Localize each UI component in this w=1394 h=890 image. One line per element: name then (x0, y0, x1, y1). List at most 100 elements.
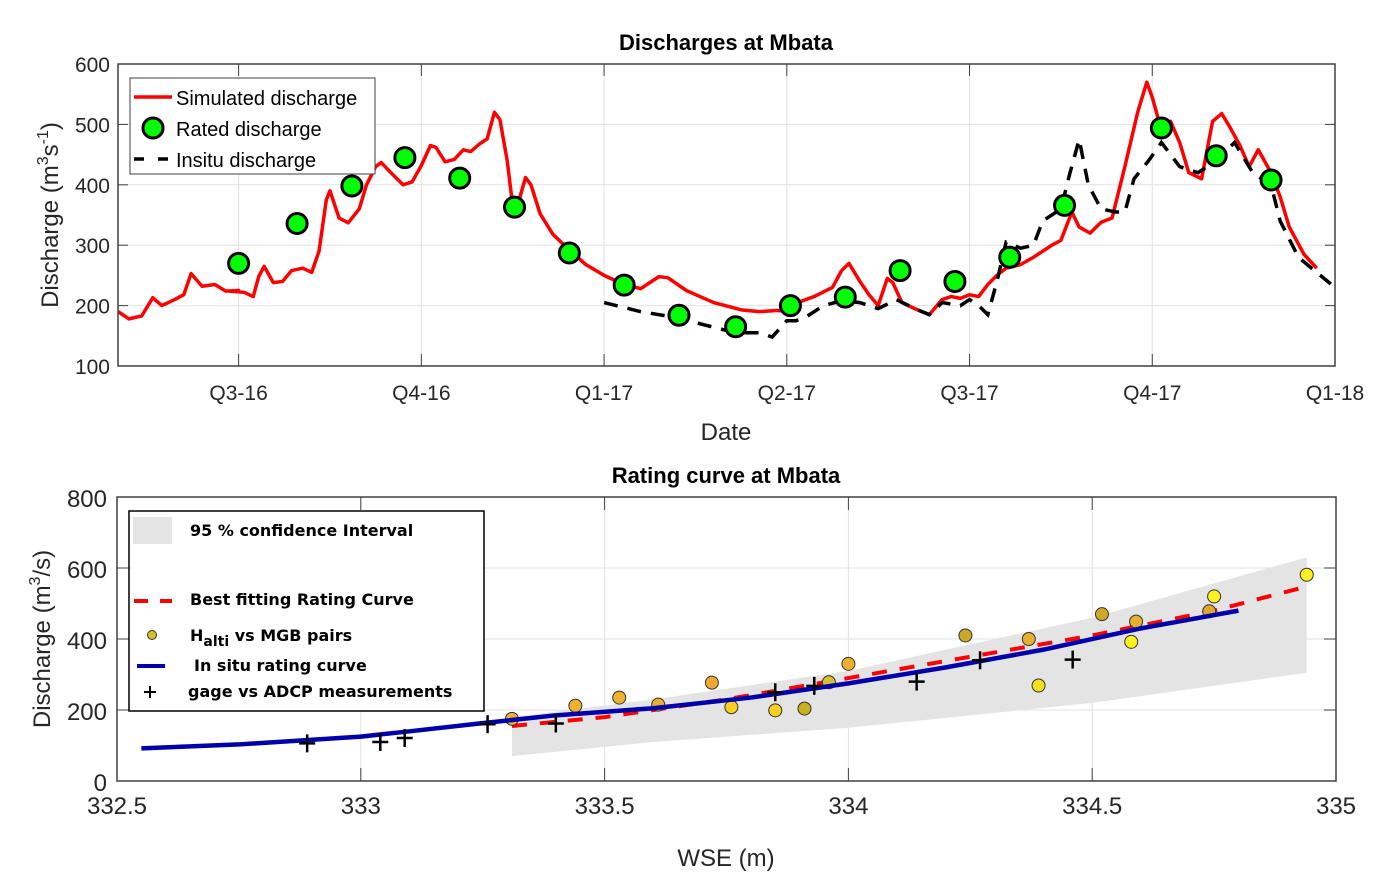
legend-halti-swatch (147, 630, 157, 640)
legend-ci-label: 95 % confidence Interval (190, 521, 413, 540)
top-y-tick-label: 100 (75, 356, 110, 379)
bottom-y-tick-label: 0 (94, 770, 107, 797)
top-axes-box (117, 63, 1336, 367)
halti-mgb-point (704, 675, 719, 690)
adcp-measurement-point (372, 732, 389, 751)
top-y-label-sup1: 3 (35, 156, 52, 165)
top-ticks: 100 200 300 400 500 600 Q3-16 Q4-16 Q1-17 Q2-17 Q3… (75, 54, 1364, 405)
halti-mgb-point (612, 690, 627, 705)
halti-mgb-point (724, 700, 739, 715)
legend-rated-swatch (141, 116, 165, 140)
bottom-x-tick-label: 334 (828, 793, 868, 820)
legend-ci-swatch (133, 517, 172, 544)
rated-discharge-point (1053, 193, 1077, 217)
rated-discharge-point (393, 146, 417, 170)
top-x-tick-label: Q1-18 (1306, 382, 1364, 405)
rating-curve-chart: 0 200 400 600 800 332.5 333 333.5 334 334.5 335 Ra… (27, 463, 1356, 872)
top-y-axis-label: Discharge (m3s-1) (35, 122, 64, 308)
adcp-measurement-point (396, 729, 413, 748)
bottom-x-tick-label: 334.5 (1062, 793, 1122, 820)
bottom-y-axis-label: Discharge (m3/s) (27, 550, 56, 728)
bottom-y-tick-label: 200 (67, 699, 107, 726)
legend-halti-label: Halti vs MGB pairs (190, 626, 352, 650)
legend-halti-sub: alti (203, 634, 229, 650)
adcp-measurement-point (767, 683, 784, 702)
top-legend: Simulated discharge Rated discharge Insi… (129, 77, 376, 175)
bottom-chart-title: Rating curve at Mbata (612, 463, 841, 488)
bottom-x-tick-label: 332.5 (87, 793, 147, 820)
halti-mgb-point (1299, 567, 1314, 582)
halti-mgb-point (841, 656, 856, 671)
in-situ-rating-curve (141, 608, 1239, 751)
halti-mgb-point (768, 703, 783, 718)
legend-simulated-label: Simulated discharge (176, 88, 357, 110)
rated-discharge-point (724, 315, 748, 339)
rated-discharge-point (1149, 116, 1173, 140)
top-y-tick-label: 600 (75, 54, 110, 77)
bottom-y-tick-label: 800 (67, 486, 107, 513)
top-x-tick-label: Q3-16 (209, 382, 267, 405)
top-y-tick-label: 300 (75, 235, 110, 258)
legend-halti-main: H (190, 626, 203, 645)
adcp-measurement-point (972, 651, 989, 670)
top-y-tick-label: 500 (75, 114, 110, 137)
bottom-y-tick-label: 400 (67, 628, 107, 655)
top-y-label-end: ) (37, 122, 64, 130)
insitu-discharge-line (603, 139, 1335, 340)
rated-discharge-point (340, 174, 364, 198)
legend-adcp-label: gage vs ADCP measurements (188, 682, 452, 701)
halti-mgb-point (568, 698, 583, 713)
bottom-legend: 95 % confidence Interval Best fitting Ra… (128, 510, 485, 712)
top-x-tick-label: Q3-17 (940, 382, 998, 405)
bottom-y-label-end: /s) (29, 550, 56, 577)
legend-rated-label: Rated discharge (176, 119, 322, 141)
top-chart-title: Discharges at Mbata (619, 30, 834, 55)
bottom-x-tick-label: 335 (1316, 793, 1356, 820)
top-x-tick-label: Q4-16 (392, 382, 450, 405)
rated-discharge-point (503, 195, 527, 219)
top-y-tick-label: 400 (75, 175, 110, 198)
rated-discharge-point (448, 166, 472, 190)
bottom-ticks: 0 200 400 600 800 332.5 333 333.5 334 334.5 335 (67, 486, 1356, 820)
bottom-x-axis-label: WSE (m) (677, 845, 774, 872)
halti-mgb-point (958, 628, 973, 643)
halti-mgb-point (1124, 634, 1139, 649)
best-fit-rating-curve (511, 584, 1308, 728)
adcp-measurement-point (1064, 650, 1081, 669)
rated-discharge-point (227, 251, 251, 275)
top-y-label-sup2: -1 (35, 130, 52, 144)
rated-discharge-point (778, 294, 802, 318)
top-y-label-mid: s (37, 144, 64, 156)
halti-mgb-point (1207, 589, 1222, 604)
top-x-tick-label: Q4-17 (1123, 382, 1181, 405)
top-legend-box (129, 77, 376, 175)
simulated-discharge-line (118, 80, 1319, 321)
top-y-tick-label: 200 (75, 296, 110, 319)
legend-insitu-rc-label: In situ rating curve (194, 656, 367, 675)
rated-discharge-point (612, 273, 636, 297)
bottom-y-label-main: Discharge (m (29, 585, 56, 728)
halti-mgb-point (797, 701, 812, 716)
top-x-tick-label: Q2-17 (758, 382, 816, 405)
halti-mgb-point (1031, 678, 1046, 693)
bottom-y-label-sup1: 3 (27, 576, 44, 585)
rated-discharge-point (557, 241, 581, 265)
top-series (118, 80, 1335, 340)
bottom-legend-box (128, 510, 485, 712)
adcp-measurement-point (299, 734, 316, 753)
legend-adcp-swatch (144, 686, 156, 698)
halti-mgb-point (1094, 607, 1109, 622)
discharge-timeseries-chart: 100 200 300 400 500 600 Q3-16 Q4-16 Q1-17 Q2-17 Q3… (35, 30, 1364, 446)
legend-halti-rest: vs MGB pairs (229, 626, 352, 645)
bottom-y-tick-label: 600 (67, 557, 107, 584)
halti-mgb-point (1021, 632, 1036, 646)
rated-discharge-point (888, 259, 912, 283)
bottom-x-tick-label: 333.5 (575, 793, 635, 820)
rated-discharge-point (1204, 144, 1228, 168)
rated-discharge-point (943, 269, 967, 293)
rated-discharge-point (1259, 168, 1283, 192)
top-x-tick-label: Q1-17 (575, 382, 633, 405)
rated-discharge-point (667, 303, 691, 327)
confidence-interval-band (511, 557, 1307, 757)
